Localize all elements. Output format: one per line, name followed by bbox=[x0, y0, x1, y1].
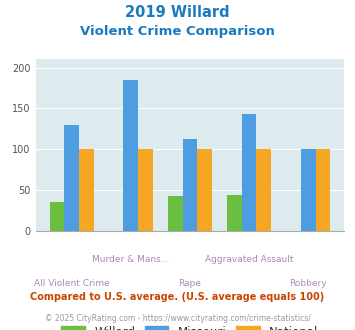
Legend: Willard, Missouri, National: Willard, Missouri, National bbox=[61, 326, 318, 330]
Bar bbox=[138, 149, 153, 231]
Text: Violent Crime Comparison: Violent Crime Comparison bbox=[80, 25, 275, 38]
Bar bbox=[301, 149, 316, 231]
Bar bbox=[182, 140, 197, 231]
Bar bbox=[227, 195, 242, 231]
Text: Murder & Mans...: Murder & Mans... bbox=[92, 255, 169, 264]
Text: Aggravated Assault: Aggravated Assault bbox=[205, 255, 293, 264]
Bar bbox=[64, 125, 79, 231]
Text: 2019 Willard: 2019 Willard bbox=[125, 5, 230, 20]
Text: © 2025 CityRating.com - https://www.cityrating.com/crime-statistics/: © 2025 CityRating.com - https://www.city… bbox=[45, 314, 310, 323]
Bar bbox=[197, 149, 212, 231]
Bar bbox=[124, 80, 138, 231]
Text: Compared to U.S. average. (U.S. average equals 100): Compared to U.S. average. (U.S. average … bbox=[31, 292, 324, 302]
Text: All Violent Crime: All Violent Crime bbox=[34, 279, 110, 288]
Bar bbox=[242, 114, 256, 231]
Text: Rape: Rape bbox=[179, 279, 201, 288]
Bar bbox=[168, 196, 182, 231]
Bar bbox=[50, 202, 64, 231]
Text: Robbery: Robbery bbox=[289, 279, 327, 288]
Bar bbox=[79, 149, 94, 231]
Bar bbox=[316, 149, 330, 231]
Bar bbox=[256, 149, 271, 231]
